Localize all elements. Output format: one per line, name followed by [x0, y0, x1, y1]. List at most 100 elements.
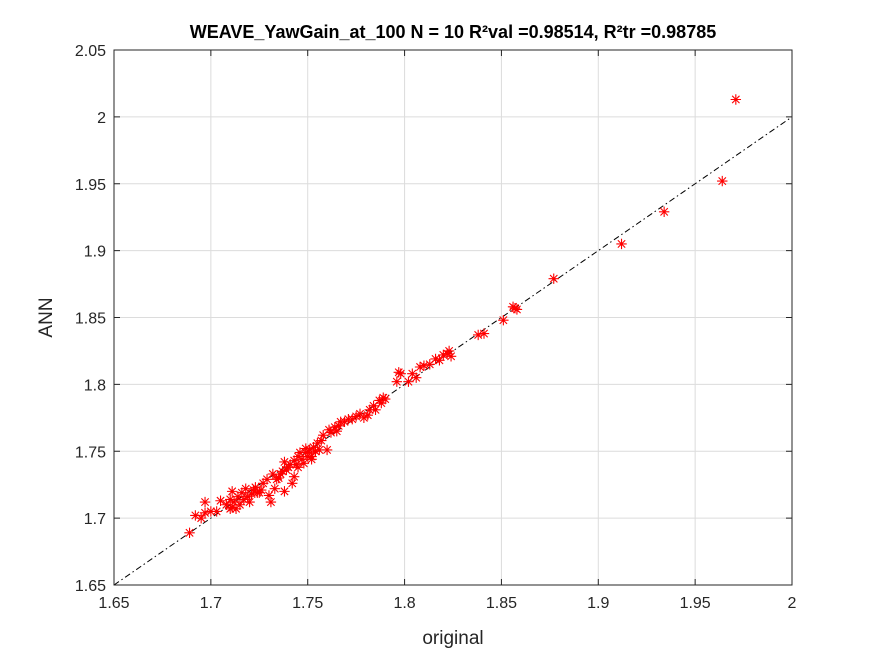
data-point: [312, 438, 323, 449]
data-point: [391, 376, 403, 387]
data-point: [199, 496, 211, 508]
data-point: [410, 372, 422, 383]
data-point: [443, 345, 455, 357]
data-point: [257, 478, 269, 489]
data-point: [269, 483, 280, 494]
data-point: [238, 494, 249, 505]
data-point: [438, 349, 449, 361]
data-point: [407, 368, 418, 379]
data-point: [331, 425, 342, 437]
data-point: [288, 455, 300, 466]
data-point: [232, 491, 244, 502]
y-tick-label: 1.8: [84, 377, 106, 394]
data-point: [256, 484, 267, 496]
chart-title: WEAVE_YawGain_at_100 N = 10 R²val =0.985…: [190, 22, 716, 42]
data-point: [329, 421, 341, 433]
data-point: [230, 503, 242, 514]
data-point: [380, 393, 391, 405]
data-point: [717, 175, 728, 187]
data-point: [184, 527, 195, 539]
data-points: [184, 94, 742, 539]
data-point: [261, 474, 273, 485]
data-point: [246, 488, 257, 500]
x-tick-label: 1.75: [292, 595, 323, 612]
data-point: [292, 451, 304, 462]
data-point: [498, 314, 509, 326]
data-point: [215, 495, 226, 506]
data-point: [395, 368, 406, 379]
data-point: [333, 420, 344, 432]
data-point: [263, 490, 275, 501]
data-point: [294, 447, 306, 458]
data-point: [304, 444, 315, 456]
data-point: [414, 361, 426, 373]
data-point: [221, 499, 232, 510]
data-point: [350, 411, 362, 422]
y-axis-label: ANN: [36, 297, 57, 337]
data-point: [339, 416, 350, 428]
data-point: [376, 397, 387, 409]
data-point: [370, 404, 381, 415]
data-point: [548, 273, 559, 284]
data-point: [265, 496, 277, 508]
data-point: [316, 435, 327, 446]
data-point: [287, 478, 298, 489]
data-point: [403, 376, 414, 387]
data-point: [226, 486, 238, 497]
data-point: [242, 491, 253, 502]
data-point: [190, 510, 201, 521]
data-point: [354, 408, 366, 419]
data-point: [308, 442, 319, 453]
x-tick-label: 2: [788, 595, 797, 612]
y-tick-label: 2.05: [75, 43, 106, 60]
data-point: [616, 238, 627, 250]
y-tick-label: 1.85: [75, 311, 106, 328]
x-axis-label: original: [422, 628, 483, 649]
data-point: [226, 502, 238, 513]
data-point: [277, 466, 288, 477]
data-point: [434, 355, 445, 366]
y-tick-label: 1.65: [75, 578, 106, 595]
data-point: [195, 512, 207, 524]
data-point: [445, 351, 457, 362]
data-point: [296, 454, 308, 465]
data-point: [240, 483, 251, 494]
data-point: [314, 444, 325, 456]
y-tick-label: 1.95: [75, 177, 106, 194]
data-point: [325, 427, 337, 438]
data-point: [267, 468, 279, 480]
data-point: [511, 304, 523, 315]
data-point: [430, 353, 441, 365]
data-point: [244, 496, 255, 508]
data-point: [347, 413, 358, 425]
data-point: [288, 471, 300, 482]
y-tick-label: 1.7: [84, 511, 106, 528]
data-point: [273, 472, 284, 484]
y-tick-label: 1.75: [75, 444, 106, 461]
data-point: [658, 206, 670, 218]
data-point: [279, 486, 290, 497]
data-point: [364, 404, 375, 415]
x-tick-label: 1.8: [393, 595, 415, 612]
data-point: [472, 329, 484, 341]
x-tick-label: 1.85: [486, 595, 517, 612]
data-point: [236, 487, 248, 498]
x-tick-label: 1.9: [587, 595, 609, 612]
data-point: [298, 458, 310, 469]
x-tick-label: 1.95: [680, 595, 711, 612]
data-point: [310, 446, 321, 457]
data-point: [730, 94, 742, 105]
data-point: [418, 360, 430, 371]
data-point: [250, 482, 261, 493]
data-point: [368, 400, 379, 411]
data-point: [318, 430, 329, 441]
data-point: [205, 506, 217, 517]
data-point: [306, 454, 317, 465]
data-point: [300, 443, 311, 454]
data-point: [478, 328, 490, 339]
data-point: [285, 459, 296, 470]
x-tick-label: 1.7: [200, 595, 222, 612]
data-point: [225, 494, 236, 505]
data-point: [292, 462, 304, 473]
